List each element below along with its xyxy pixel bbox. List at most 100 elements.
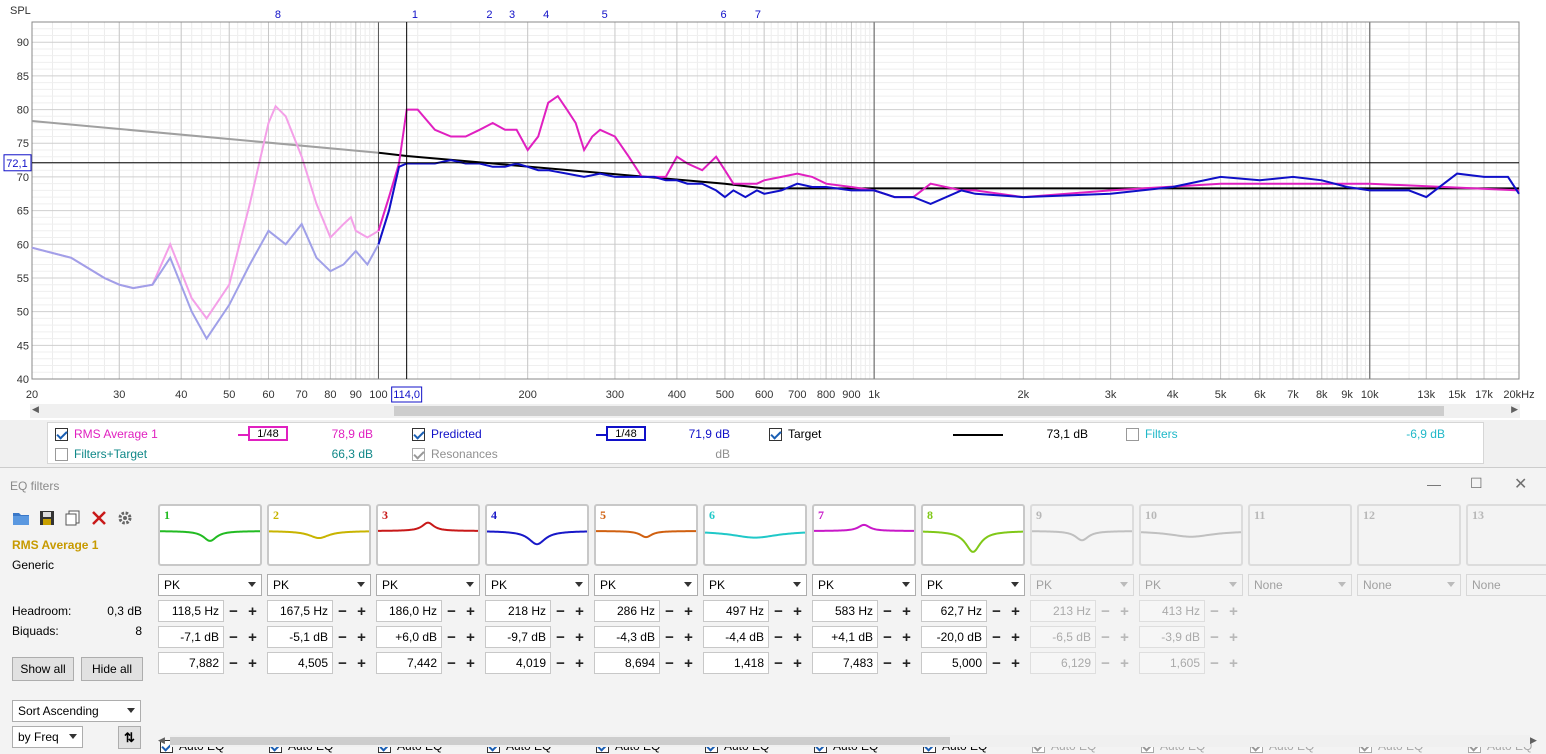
filter-frequency-input[interactable]: 218 Hz bbox=[485, 600, 551, 622]
filters-scroll-left-icon[interactable]: ◀ bbox=[158, 735, 165, 745]
show-all-button[interactable]: Show all bbox=[12, 657, 74, 681]
plus-icon[interactable]: + bbox=[1120, 628, 1129, 646]
filter-q-input[interactable]: 1,418 bbox=[703, 652, 769, 674]
filter-gain-input[interactable]: -4,3 dB bbox=[594, 626, 660, 648]
filter-gain-input[interactable]: +6,0 dB bbox=[376, 626, 442, 648]
scrollbar-thumb[interactable] bbox=[394, 406, 1444, 416]
filter-q-input[interactable]: 4,505 bbox=[267, 652, 333, 674]
filter-type-select[interactable]: PK bbox=[376, 574, 480, 596]
legend-filters[interactable]: Filters bbox=[1126, 425, 1178, 443]
predicted-checkbox[interactable] bbox=[412, 427, 425, 441]
filter-card[interactable]: 9 bbox=[1030, 504, 1134, 566]
filter-card[interactable]: 10 bbox=[1139, 504, 1243, 566]
filter-gain-input[interactable]: -9,7 dB bbox=[485, 626, 551, 648]
filter-type-select[interactable]: None bbox=[1466, 574, 1546, 596]
filter-frequency-input[interactable]: 583 Hz bbox=[812, 600, 878, 622]
minus-icon[interactable]: − bbox=[447, 654, 456, 672]
legend-predicted[interactable]: Predicted bbox=[412, 425, 482, 443]
filter-q-input[interactable]: 7,882 bbox=[158, 652, 224, 674]
resonances-checkbox[interactable] bbox=[412, 447, 425, 461]
minus-icon[interactable]: − bbox=[1210, 654, 1219, 672]
plus-icon[interactable]: + bbox=[1011, 654, 1020, 672]
filter-gain-input[interactable]: -20,0 dB bbox=[921, 626, 987, 648]
minus-icon[interactable]: − bbox=[665, 602, 674, 620]
minus-icon[interactable]: − bbox=[556, 654, 565, 672]
plus-icon[interactable]: + bbox=[1229, 602, 1238, 620]
minus-icon[interactable]: − bbox=[229, 654, 238, 672]
filter-type-select[interactable]: PK bbox=[485, 574, 589, 596]
hide-all-button[interactable]: Hide all bbox=[81, 657, 143, 681]
filter-card[interactable]: 4 bbox=[485, 504, 589, 566]
filter-type-select[interactable]: PK bbox=[703, 574, 807, 596]
minus-icon[interactable]: − bbox=[556, 602, 565, 620]
legend-target[interactable]: Target bbox=[769, 425, 821, 443]
filter-frequency-input[interactable]: 118,5 Hz bbox=[158, 600, 224, 622]
filter-q-input[interactable]: 7,483 bbox=[812, 652, 878, 674]
filters-scroll-right-icon[interactable]: ▶ bbox=[1530, 735, 1537, 745]
filter-gain-input[interactable]: -6,5 dB bbox=[1030, 626, 1096, 648]
minus-icon[interactable]: − bbox=[774, 654, 783, 672]
plus-icon[interactable]: + bbox=[357, 628, 366, 646]
filter-q-input[interactable]: 7,442 bbox=[376, 652, 442, 674]
minus-icon[interactable]: − bbox=[883, 654, 892, 672]
minimize-icon[interactable]: — bbox=[1427, 476, 1441, 492]
plus-icon[interactable]: + bbox=[1229, 628, 1238, 646]
plus-icon[interactable]: + bbox=[684, 654, 693, 672]
filter-gain-input[interactable]: -4,4 dB bbox=[703, 626, 769, 648]
scroll-right-arrow-icon[interactable]: ▶ bbox=[1511, 404, 1518, 414]
copy-icon[interactable] bbox=[64, 509, 82, 527]
filter-gain-input[interactable]: -3,9 dB bbox=[1139, 626, 1205, 648]
minus-icon[interactable]: − bbox=[774, 628, 783, 646]
frequency-response-graph[interactable]: 90 85 80 75 70 65 60 55 50 45 40 SPL 20 30 40 50 60 70 80 9… bbox=[0, 0, 1546, 420]
eq-titlebar[interactable]: EQ filters — ☐ ✕ bbox=[0, 468, 1546, 502]
filters-target-checkbox[interactable] bbox=[55, 447, 68, 461]
filter-frequency-input[interactable]: 497 Hz bbox=[703, 600, 769, 622]
filter-card[interactable]: 11 bbox=[1248, 504, 1352, 566]
delete-icon[interactable] bbox=[90, 509, 108, 527]
filter-card[interactable]: 8 bbox=[921, 504, 1025, 566]
minus-icon[interactable]: − bbox=[1101, 654, 1110, 672]
plus-icon[interactable]: + bbox=[575, 654, 584, 672]
plus-icon[interactable]: + bbox=[357, 602, 366, 620]
filter-q-input[interactable]: 5,000 bbox=[921, 652, 987, 674]
minus-icon[interactable]: − bbox=[1101, 628, 1110, 646]
minus-icon[interactable]: − bbox=[556, 628, 565, 646]
plus-icon[interactable]: + bbox=[248, 628, 257, 646]
filter-gain-input[interactable]: -7,1 dB bbox=[158, 626, 224, 648]
plus-icon[interactable]: + bbox=[575, 628, 584, 646]
filter-type-select[interactable]: None bbox=[1357, 574, 1461, 596]
plus-icon[interactable]: + bbox=[902, 654, 911, 672]
filter-card[interactable]: 2 bbox=[267, 504, 371, 566]
minus-icon[interactable]: − bbox=[1210, 602, 1219, 620]
filter-frequency-input[interactable]: 286 Hz bbox=[594, 600, 660, 622]
filter-type-select[interactable]: PK bbox=[594, 574, 698, 596]
filter-q-input[interactable]: 4,019 bbox=[485, 652, 551, 674]
minus-icon[interactable]: − bbox=[338, 628, 347, 646]
filter-type-select[interactable]: PK bbox=[158, 574, 262, 596]
plus-icon[interactable]: + bbox=[466, 628, 475, 646]
plus-icon[interactable]: + bbox=[793, 628, 802, 646]
filter-type-select[interactable]: PK bbox=[1139, 574, 1243, 596]
close-window-icon[interactable]: ✕ bbox=[1514, 476, 1528, 493]
filter-q-input[interactable]: 1,605 bbox=[1139, 652, 1205, 674]
minus-icon[interactable]: − bbox=[665, 654, 674, 672]
plus-icon[interactable]: + bbox=[1011, 628, 1020, 646]
sort-order-select[interactable]: Sort Ascending bbox=[12, 700, 141, 722]
filter-card[interactable]: 12 bbox=[1357, 504, 1461, 566]
filter-type-select[interactable]: PK bbox=[812, 574, 916, 596]
plus-icon[interactable]: + bbox=[466, 602, 475, 620]
sort-direction-icon[interactable]: ⇅ bbox=[118, 726, 141, 749]
plus-icon[interactable]: + bbox=[248, 654, 257, 672]
minus-icon[interactable]: − bbox=[447, 602, 456, 620]
plus-icon[interactable]: + bbox=[248, 602, 257, 620]
scroll-left-arrow-icon[interactable]: ◀ bbox=[32, 404, 39, 414]
save-icon[interactable] bbox=[38, 509, 56, 527]
filter-gain-input[interactable]: +4,1 dB bbox=[812, 626, 878, 648]
legend-filters-target[interactable]: Filters+Target bbox=[55, 445, 147, 463]
minus-icon[interactable]: − bbox=[338, 654, 347, 672]
filter-card[interactable]: 7 bbox=[812, 504, 916, 566]
filter-gain-input[interactable]: -5,1 dB bbox=[267, 626, 333, 648]
filter-frequency-input[interactable]: 213 Hz bbox=[1030, 600, 1096, 622]
plus-icon[interactable]: + bbox=[793, 654, 802, 672]
minus-icon[interactable]: − bbox=[883, 628, 892, 646]
